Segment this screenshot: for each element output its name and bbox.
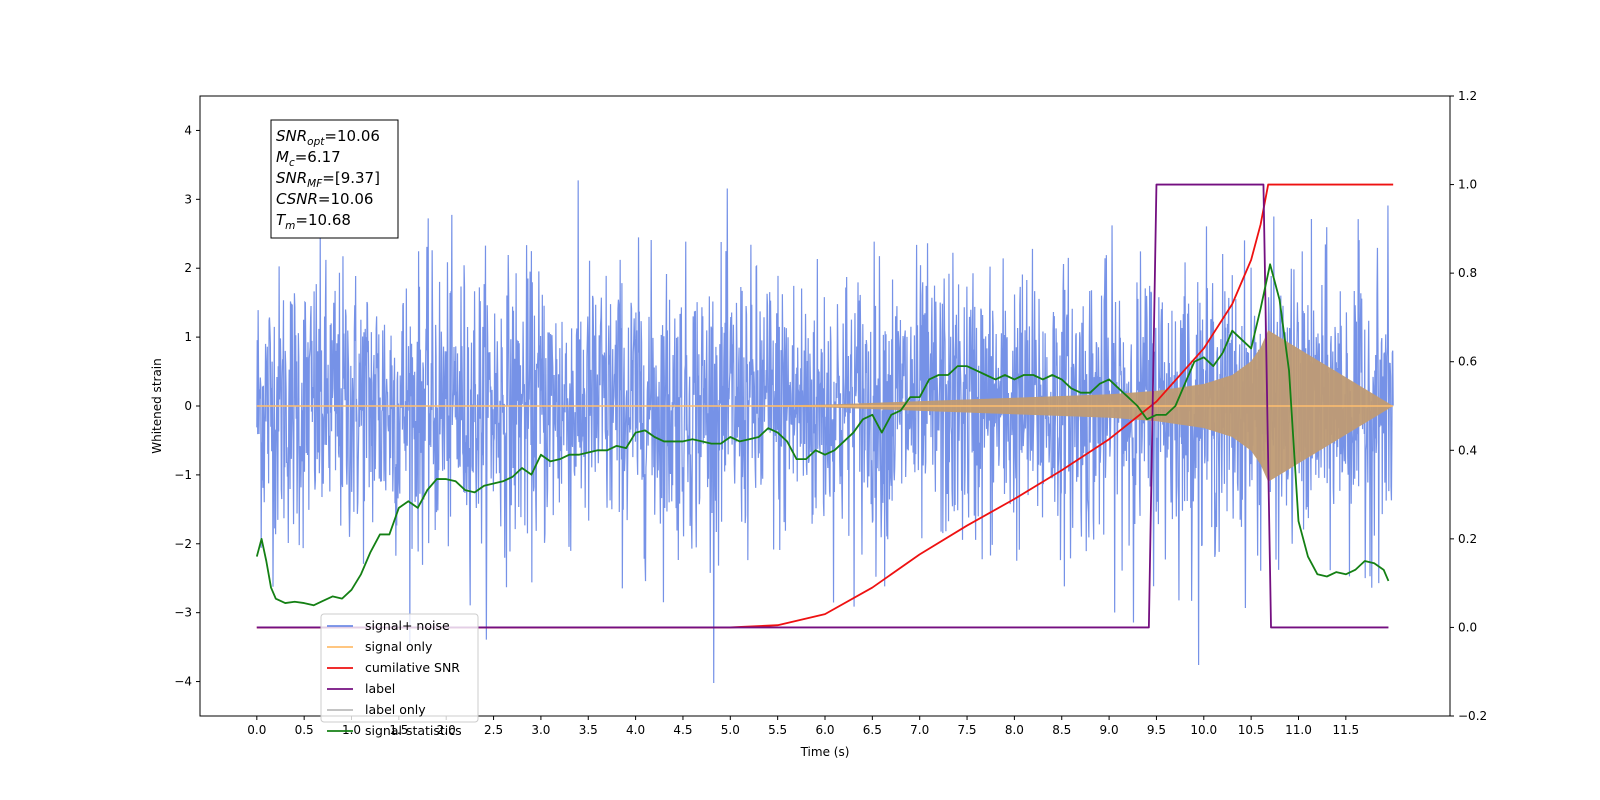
annotation-value: =10.06 — [324, 127, 380, 145]
y2-tick-label: 0.0 — [1458, 620, 1477, 634]
annotation-symbol: SNR — [276, 127, 307, 145]
legend-label: signal statistics — [365, 723, 462, 738]
legend-item: signal+ noise — [327, 618, 450, 633]
annotation-line: SNRMF=[9.37] — [276, 169, 380, 190]
x-tick-label: 7.0 — [910, 723, 929, 737]
legend-frame — [320, 613, 479, 723]
series-signal-statistics — [255, 263, 1390, 607]
x-tick-label: 3.5 — [579, 723, 598, 737]
y-tick-label: 3 — [184, 192, 192, 206]
y-tick-label: 4 — [184, 123, 192, 137]
y-tick-label: −3 — [174, 606, 192, 620]
x-tick-label: 5.5 — [768, 723, 787, 737]
y2-tick-label: 1.0 — [1458, 178, 1477, 192]
x-tick-label: 6.5 — [863, 723, 882, 737]
x-tick-label: 0.0 — [247, 723, 266, 737]
x-tick-label: 6.0 — [815, 723, 834, 737]
annotation-line: Mc=6.17 — [276, 148, 341, 169]
annotation-subscript: c — [289, 157, 295, 169]
y2-tick-label: 0.6 — [1458, 355, 1477, 369]
series-label — [256, 183, 1389, 629]
y-tick-label: 1 — [184, 330, 192, 344]
x-tick-label: 3.0 — [531, 723, 550, 737]
legend-item: cumilative SNR — [327, 660, 460, 675]
annotation-line: SNRopt=10.06 — [276, 127, 380, 148]
annotation-subscript: m — [285, 220, 295, 232]
x-axis: 0.0 0.5 1.0 1.5 2.0 2.5 3.0 3.5 4.0 4.5 5.0 5.5 6.0 6… — [247, 716, 1359, 737]
y2-tick-label: 1.2 — [1458, 89, 1477, 103]
x-tick-label: 1.5 — [389, 723, 408, 737]
legend: signal+ noise signal only cumilative SNR la… — [320, 613, 479, 738]
annotation-box: SNRopt=10.06Mc=6.17SNRMF=[9.37]CSNR=10.0… — [270, 119, 399, 239]
y2-tick-label: 0.2 — [1458, 532, 1477, 546]
x-tick-label: 2.5 — [484, 723, 503, 737]
y2-tick-label: 0.4 — [1458, 443, 1477, 457]
x-tick-label: 9.5 — [1147, 723, 1166, 737]
x-tick-label: 8.0 — [1005, 723, 1024, 737]
annotation-value: =[9.37] — [322, 169, 380, 187]
annotation-value: =10.06 — [318, 190, 374, 208]
annotation-value: =10.68 — [295, 211, 351, 229]
legend-label: signal+ noise — [365, 618, 450, 633]
x-tick-label: 2.0 — [437, 723, 456, 737]
x-tick-label: 10.5 — [1238, 723, 1265, 737]
legend-item: label only — [327, 702, 426, 717]
annotation-symbol: CSNR — [276, 190, 318, 208]
series-cumilative-snr — [256, 183, 1394, 629]
y-axis-right: −0.2 0.0 0.2 0.4 0.6 0.8 1.0 1.2 — [1450, 89, 1487, 723]
annotation-symbol: SNR — [276, 169, 307, 187]
annotation-symbol: M — [276, 148, 289, 166]
y-axis-left: −4 −3 −2 −1 0 1 2 3 4 — [174, 123, 200, 689]
y-tick-label: −1 — [174, 468, 192, 482]
legend-item: label — [327, 681, 395, 696]
x-tick-label: 10.0 — [1190, 723, 1217, 737]
annotation-line: CSNR=10.06 — [276, 190, 373, 208]
x-tick-label: 9.0 — [1100, 723, 1119, 737]
line-series-layer — [255, 183, 1394, 629]
y-tick-label: −2 — [174, 537, 192, 551]
annotation-box-frame — [270, 119, 399, 239]
series-signal-only — [256, 330, 1394, 482]
legend-label: label — [365, 681, 395, 696]
x-tick-label: 4.5 — [673, 723, 692, 737]
x-tick-label: 11.0 — [1285, 723, 1312, 737]
annotation-subscript: MF — [307, 178, 323, 190]
legend-label: cumilative SNR — [365, 660, 460, 675]
x-tick-label: 5.0 — [721, 723, 740, 737]
annotation-value: =6.17 — [295, 148, 341, 166]
y2-tick-label: −0.2 — [1458, 709, 1487, 723]
x-tick-label: 4.0 — [626, 723, 645, 737]
legend-item: signal only — [327, 639, 433, 654]
y-tick-label: −4 — [174, 675, 192, 689]
y2-tick-label: 0.8 — [1458, 266, 1477, 280]
annotation-line: Tm=10.68 — [276, 211, 351, 232]
y-tick-label: 2 — [184, 261, 192, 275]
legend-label: label only — [365, 702, 426, 717]
x-tick-label: 0.5 — [295, 723, 314, 737]
annotation-symbol: T — [276, 211, 287, 229]
y-axis-label: Whitened strain — [150, 358, 164, 454]
x-tick-label: 11.5 — [1332, 723, 1359, 737]
legend-label: signal only — [365, 639, 433, 654]
y-tick-label: 0 — [184, 399, 192, 413]
annotation-subscript: opt — [307, 136, 325, 148]
plot-area — [255, 180, 1394, 684]
legend-item: signal statistics — [327, 723, 462, 738]
x-tick-label: 8.5 — [1052, 723, 1071, 737]
x-tick-label: 1.0 — [342, 723, 361, 737]
x-axis-label: Time (s) — [800, 745, 850, 759]
x-tick-label: 7.5 — [957, 723, 976, 737]
